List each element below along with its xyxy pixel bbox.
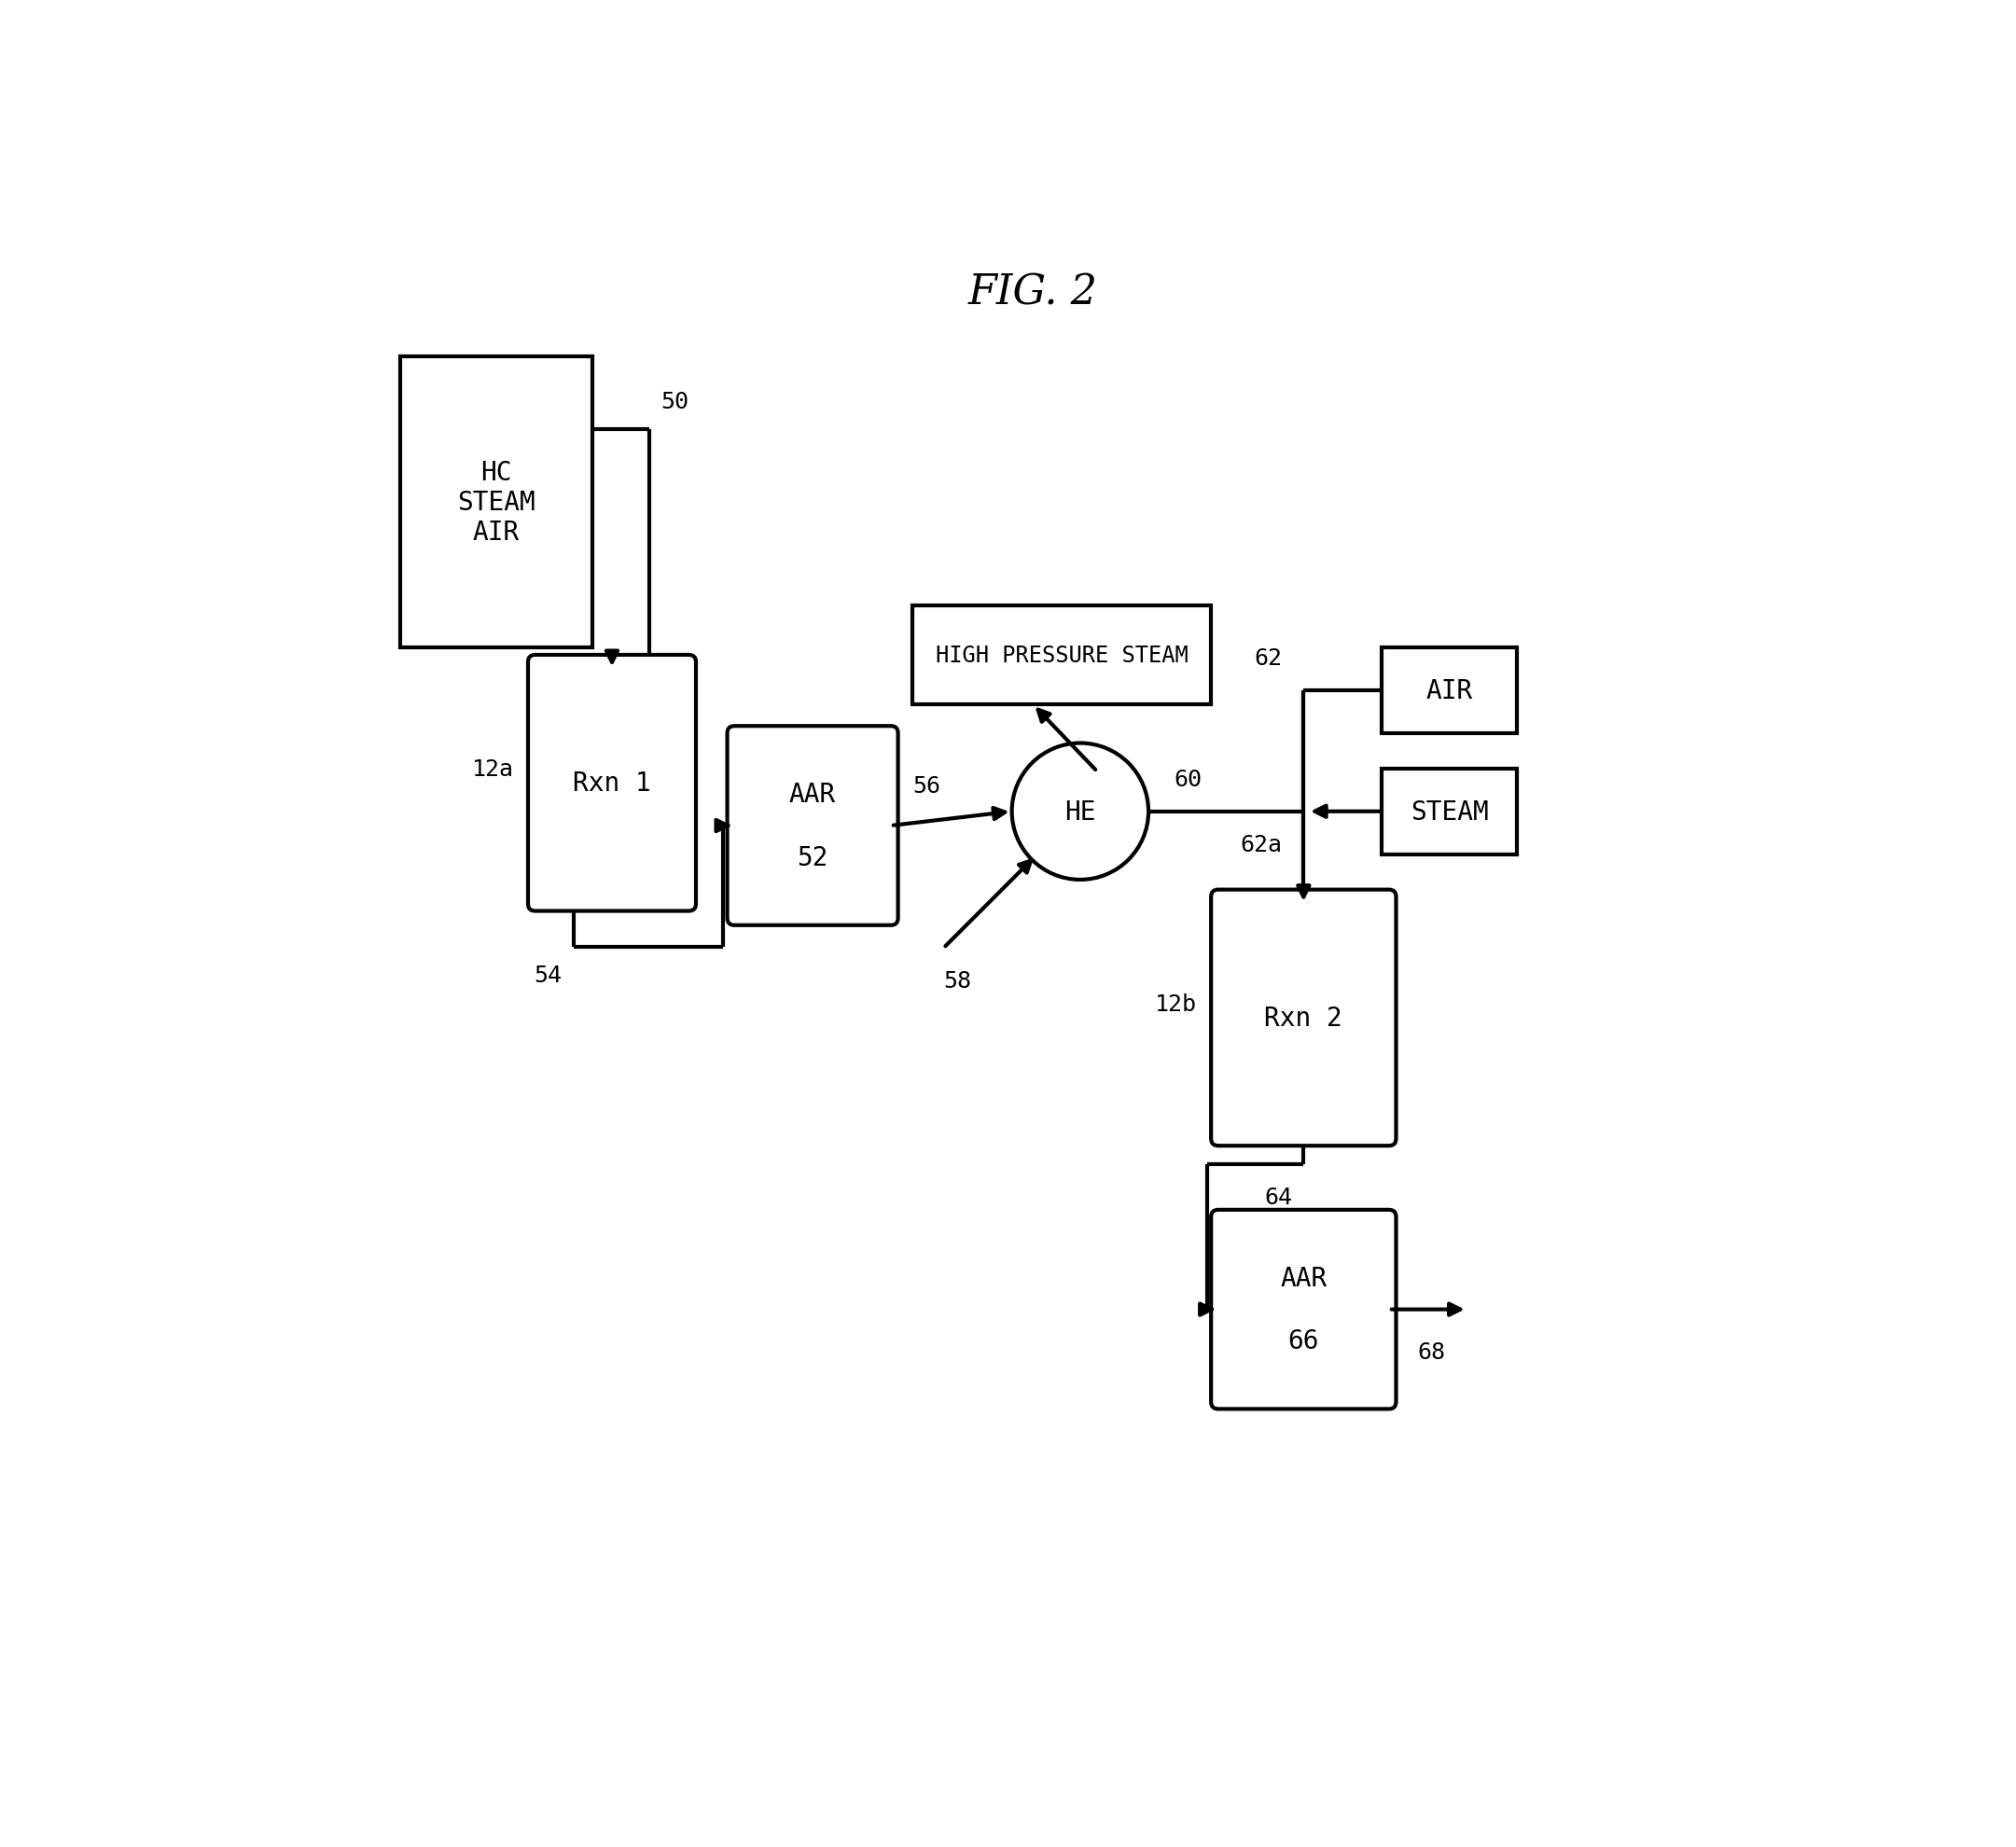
Text: 54: 54 bbox=[534, 964, 562, 986]
Bar bbox=[1381, 648, 1516, 733]
Text: 12b: 12b bbox=[1155, 992, 1198, 1016]
Text: 56: 56 bbox=[913, 776, 939, 798]
Text: 68: 68 bbox=[1417, 1341, 1445, 1363]
Text: HE: HE bbox=[1064, 798, 1097, 826]
Text: 60: 60 bbox=[1173, 768, 1202, 791]
Text: Rxn 1: Rxn 1 bbox=[573, 770, 651, 796]
Text: 64: 64 bbox=[1264, 1186, 1292, 1208]
Text: 62: 62 bbox=[1254, 646, 1282, 670]
Text: 12a: 12a bbox=[472, 757, 514, 781]
Text: FIG. 2: FIG. 2 bbox=[968, 273, 1099, 312]
Bar bbox=[1381, 768, 1516, 855]
Text: 66: 66 bbox=[1288, 1328, 1318, 1354]
Text: AIR: AIR bbox=[1425, 678, 1474, 704]
Text: Rxn 2: Rxn 2 bbox=[1264, 1005, 1343, 1031]
FancyBboxPatch shape bbox=[1212, 890, 1395, 1145]
FancyBboxPatch shape bbox=[728, 726, 897, 925]
Circle shape bbox=[1012, 744, 1149, 881]
Text: 58: 58 bbox=[943, 970, 972, 992]
Text: 52: 52 bbox=[796, 844, 829, 870]
Text: STEAM: STEAM bbox=[1411, 798, 1488, 826]
Text: HC
STEAM
AIR: HC STEAM AIR bbox=[458, 460, 534, 545]
Text: HIGH PRESSURE STEAM: HIGH PRESSURE STEAM bbox=[935, 645, 1187, 667]
Text: 50: 50 bbox=[661, 390, 687, 412]
Bar bbox=[399, 356, 593, 648]
Text: 62a: 62a bbox=[1240, 833, 1282, 855]
Text: AAR: AAR bbox=[788, 781, 837, 807]
FancyBboxPatch shape bbox=[528, 656, 696, 911]
Text: AAR: AAR bbox=[1280, 1265, 1327, 1291]
Bar bbox=[913, 606, 1212, 706]
FancyBboxPatch shape bbox=[1212, 1210, 1395, 1409]
